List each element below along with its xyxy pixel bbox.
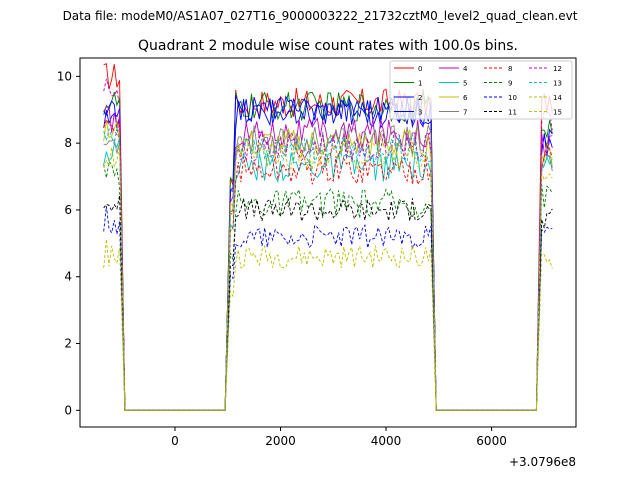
x-tick-label: 0 xyxy=(171,434,179,448)
x-axis: 0 2000 4000 6000 xyxy=(171,427,507,448)
y-tick-label: 6 xyxy=(64,203,72,217)
series-line-7 xyxy=(103,123,553,411)
legend-label-4: 4 xyxy=(463,65,468,73)
legend-label-13: 13 xyxy=(553,80,562,88)
series-line-4 xyxy=(103,106,553,411)
series-line-15 xyxy=(103,140,553,411)
series-line-9 xyxy=(103,160,553,411)
x-tick-label: 6000 xyxy=(476,434,507,448)
legend-label-1: 1 xyxy=(418,80,422,88)
legend-label-2: 2 xyxy=(418,94,422,102)
legend-label-6: 6 xyxy=(463,94,468,102)
legend-label-9: 9 xyxy=(508,80,512,88)
legend-box xyxy=(389,60,573,120)
chart-title: Quadrant 2 module wise count rates with … xyxy=(138,38,518,54)
series-line-8 xyxy=(103,118,553,411)
legend-label-11: 11 xyxy=(508,109,517,117)
x-offset-label: +3.0796e8 xyxy=(509,455,576,469)
legend-label-12: 12 xyxy=(553,65,562,73)
plot-lines xyxy=(103,63,553,411)
legend-label-5: 5 xyxy=(463,80,467,88)
y-tick-label: 4 xyxy=(64,270,72,284)
legend-label-0: 0 xyxy=(418,65,422,73)
y-tick-label: 10 xyxy=(57,69,72,83)
legend-label-10: 10 xyxy=(508,94,517,102)
y-axis: 0 2 4 6 8 10 xyxy=(57,69,80,417)
series-line-14 xyxy=(103,238,553,411)
legend-label-8: 8 xyxy=(508,65,512,73)
series-line-12 xyxy=(103,78,553,411)
y-tick-label: 8 xyxy=(64,136,72,150)
plot-frame xyxy=(79,57,577,428)
series-line-6 xyxy=(103,119,553,411)
series-line-10 xyxy=(103,206,553,411)
y-tick-label: 2 xyxy=(64,337,72,351)
series-line-11 xyxy=(103,195,553,411)
x-tick-label: 4000 xyxy=(371,434,402,448)
x-tick-label: 2000 xyxy=(265,434,296,448)
chart-suptitle: Data file: modeM0/AS1A07_027T16_90000032… xyxy=(63,9,578,23)
legend-label-7: 7 xyxy=(463,109,467,117)
legend-label-15: 15 xyxy=(553,109,562,117)
legend-label-14: 14 xyxy=(553,94,562,102)
legend-label-3: 3 xyxy=(418,109,422,117)
y-tick-label: 0 xyxy=(64,403,72,417)
series-line-13 xyxy=(103,127,553,411)
